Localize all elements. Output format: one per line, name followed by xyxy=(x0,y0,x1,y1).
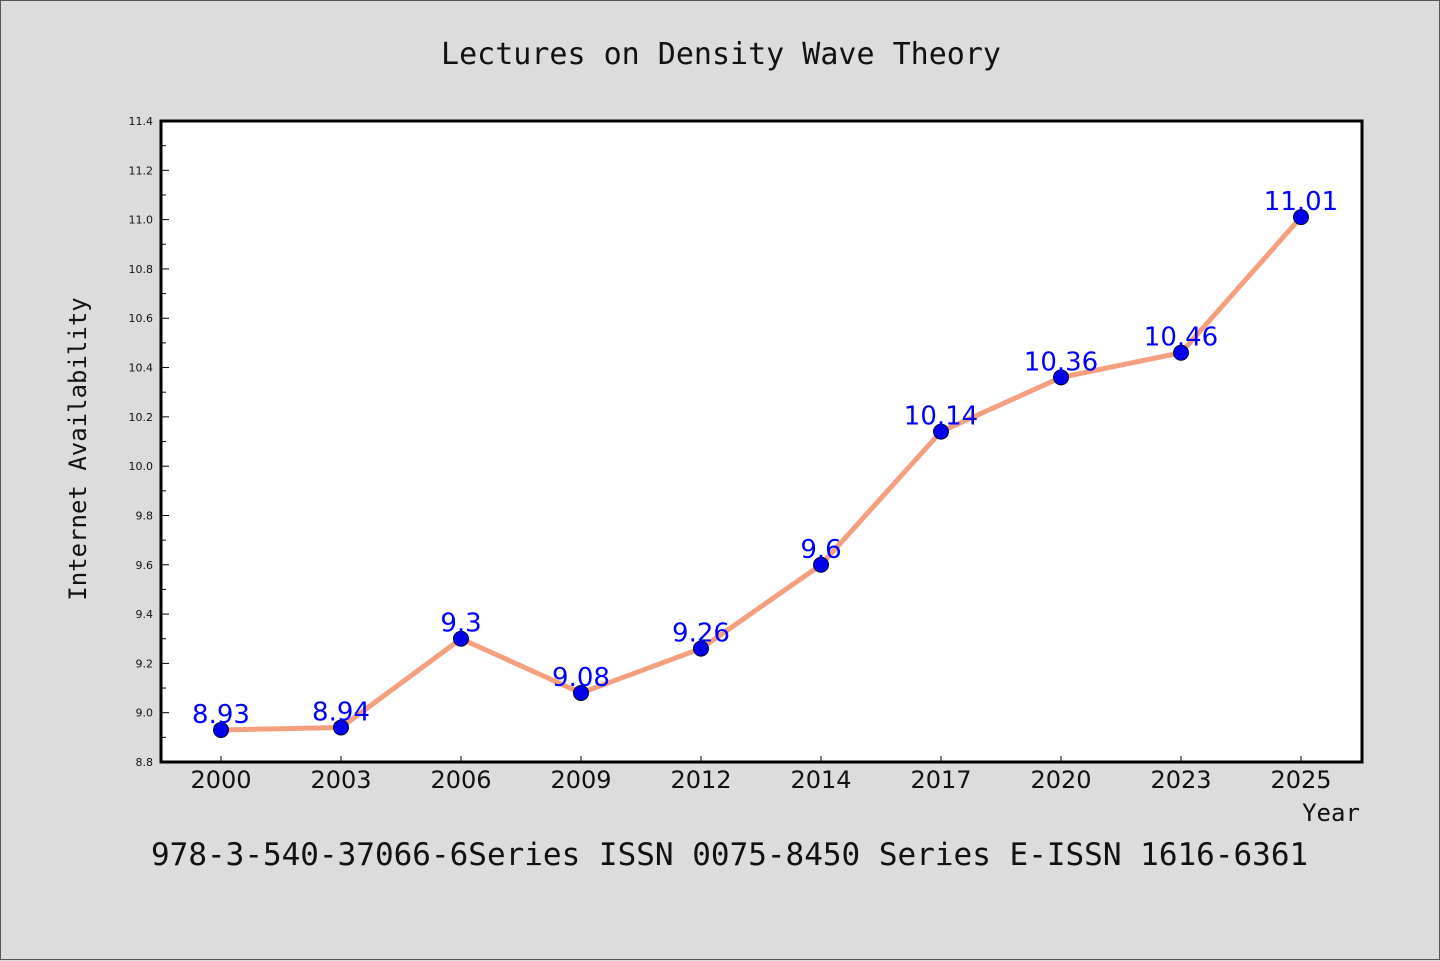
data-label: 10.36 xyxy=(1024,347,1098,377)
footer-text: 978-3-540-37066-6Series ISSN 0075-8450 S… xyxy=(151,837,1308,873)
data-label: 8.94 xyxy=(312,697,370,727)
data-point xyxy=(573,684,589,701)
data-label: 10.14 xyxy=(904,402,978,432)
series-line-group xyxy=(218,214,1304,733)
chart-title: Lectures on Density Wave Theory xyxy=(441,37,1001,72)
x-axis-ticks: 2000 2003 2006 2009 2012 2014 2017 2020 2023 2025 xyxy=(190,756,1332,794)
data-point xyxy=(333,719,349,736)
data-point xyxy=(1173,344,1189,361)
data-label: 9.26 xyxy=(672,619,730,649)
y-tick-label: 9.8 xyxy=(136,509,154,522)
y-tick-label: 10.2 xyxy=(129,411,154,424)
x-tick-label: 2012 xyxy=(670,766,731,794)
x-tick-label: 2003 xyxy=(310,766,371,794)
x-tick-label: 2000 xyxy=(190,766,251,794)
data-label: 8.93 xyxy=(192,700,250,730)
y-tick-label: 11.4 xyxy=(129,115,154,128)
data-point xyxy=(933,423,949,440)
y-tick-label: 9.0 xyxy=(136,707,154,720)
data-points xyxy=(213,209,1309,738)
y-tick-label: 11.2 xyxy=(129,164,154,177)
data-label: 9.3 xyxy=(440,609,481,639)
y-tick-label: 9.2 xyxy=(136,657,154,670)
y-tick-label: 10.6 xyxy=(129,312,154,325)
data-point xyxy=(1293,209,1309,226)
data-label: 11.01 xyxy=(1264,187,1338,217)
data-point xyxy=(693,640,709,657)
plot-area xyxy=(159,119,1364,764)
data-label: 10.46 xyxy=(1144,323,1218,353)
x-tick-label: 2025 xyxy=(1270,766,1331,794)
y-axis-ticks: 8.8 9.0 9.2 9.4 9.6 9.8 10.0 10.2 10.4 10.6 10.8 11… xyxy=(129,115,169,769)
data-label: 9.6 xyxy=(800,535,841,565)
data-labels: 8.93 8.94 9.3 9.08 9.26 9.6 10.14 10.36 10.46 11.… xyxy=(192,187,1338,730)
data-point xyxy=(213,721,229,738)
data-point xyxy=(1053,369,1069,386)
y-tick-label: 9.6 xyxy=(136,559,154,572)
data-point xyxy=(453,630,469,647)
data-label: 9.08 xyxy=(552,663,610,693)
data-point xyxy=(813,556,829,573)
y-tick-label: 10.8 xyxy=(129,263,154,276)
x-tick-label: 2020 xyxy=(1030,766,1091,794)
y-tick-label: 8.8 xyxy=(136,756,154,769)
series-line xyxy=(218,214,1304,733)
x-axis-label: Year xyxy=(1302,799,1360,827)
x-tick-label: 2017 xyxy=(910,766,971,794)
x-tick-label: 2023 xyxy=(1150,766,1211,794)
x-tick-label: 2009 xyxy=(550,766,611,794)
x-tick-label: 2006 xyxy=(430,766,491,794)
y-tick-label: 10.0 xyxy=(129,460,154,473)
y-tick-label: 10.4 xyxy=(129,362,154,375)
y-tick-label: 9.4 xyxy=(136,608,154,621)
y-tick-label: 11.0 xyxy=(129,214,154,227)
x-tick-label: 2014 xyxy=(790,766,851,794)
y-axis-label: Internet Availability xyxy=(64,297,92,600)
